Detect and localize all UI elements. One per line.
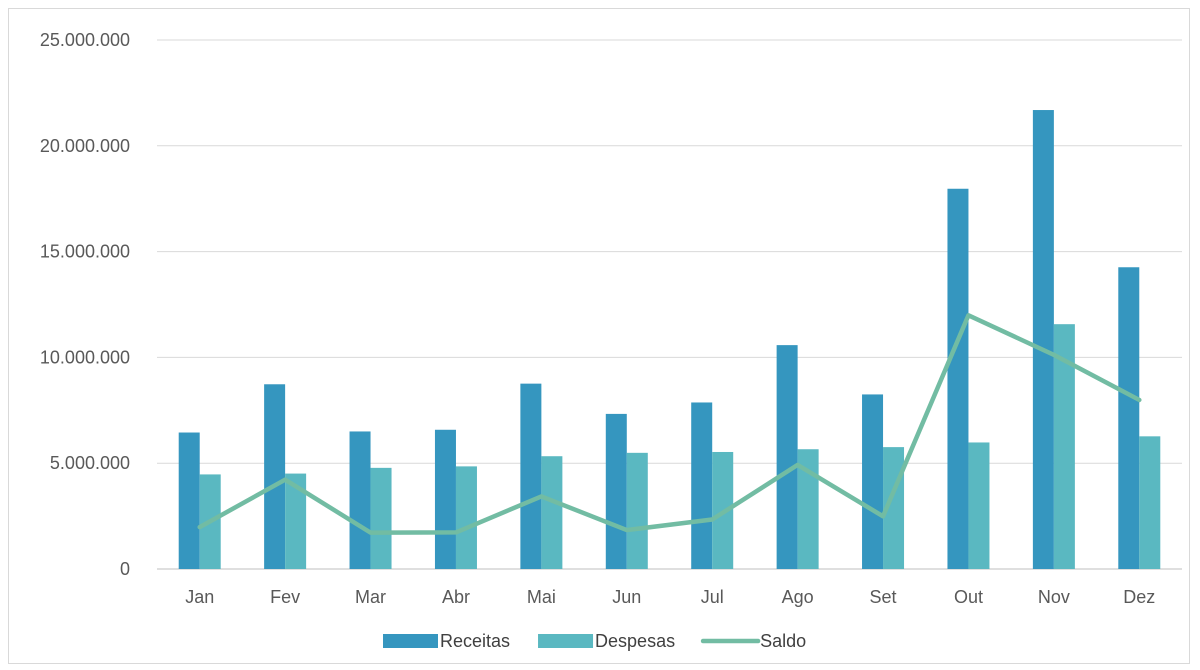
legend: Receitas Despesas Saldo (383, 631, 806, 651)
x-tick-label: Fev (270, 587, 300, 607)
x-tick-label: Ago (782, 587, 814, 607)
bar-receitas-ago (776, 345, 798, 569)
line-series (197, 313, 1142, 535)
x-tick-label: Set (870, 587, 897, 607)
y-tick-label: 20.000.000 (40, 136, 130, 156)
x-axis-tick-labels: Jan Fev Mar Abr Mai Jun Jul Ago Set Out Nov Dez (185, 587, 1155, 607)
bar-receitas-out (947, 188, 969, 569)
bar-receitas-jan (178, 432, 200, 569)
bar-despesas-jun (626, 452, 648, 569)
y-tick-label: 0 (120, 559, 130, 579)
x-tick-label: Dez (1123, 587, 1155, 607)
x-tick-label: Mai (527, 587, 556, 607)
legend-swatch (383, 634, 438, 648)
y-tick-label: 5.000.000 (50, 453, 130, 473)
x-tick-label: Mar (355, 587, 386, 607)
legend-label: Saldo (760, 631, 806, 651)
bar-receitas-mai (520, 383, 542, 569)
bar-despesas-nov (1053, 324, 1075, 569)
x-tick-label: Jan (185, 587, 214, 607)
legend-swatch (538, 634, 594, 648)
legend-item-receitas: Receitas (383, 631, 510, 651)
bar-receitas-mar (349, 431, 371, 569)
bar-series (178, 110, 1161, 569)
x-tick-label: Abr (442, 587, 470, 607)
line-saldo (197, 313, 1142, 535)
legend-item-despesas: Despesas (538, 631, 675, 651)
bar-despesas-mai (541, 456, 563, 569)
y-tick-label: 15.000.000 (40, 242, 130, 262)
x-tick-label: Nov (1038, 587, 1070, 607)
bar-despesas-fev (285, 473, 307, 569)
bar-receitas-nov (1032, 110, 1054, 569)
legend-label: Receitas (440, 631, 510, 651)
bar-receitas-dez (1118, 267, 1140, 569)
x-tick-label: Out (954, 587, 983, 607)
bar-despesas-ago (797, 449, 819, 569)
y-tick-label: 25.000.000 (40, 30, 130, 50)
bar-receitas-jun (605, 413, 627, 569)
bar-receitas-abr (434, 429, 456, 569)
y-axis-tick-labels: 0 5.000.000 10.000.000 15.000.000 20.000.000… (40, 30, 130, 579)
bar-receitas-fev (264, 384, 286, 569)
legend-item-saldo: Saldo (700, 631, 806, 651)
gridlines (157, 39, 1182, 570)
bar-receitas-set (862, 394, 884, 569)
bar-despesas-dez (1139, 436, 1161, 569)
bar-despesas-mar (370, 467, 392, 569)
y-tick-label: 10.000.000 (40, 347, 130, 367)
bar-receitas-jul (691, 402, 713, 569)
x-tick-label: Jun (612, 587, 641, 607)
legend-label: Despesas (595, 631, 675, 651)
bar-despesas-abr (455, 466, 477, 569)
bar-despesas-out (968, 442, 990, 569)
x-tick-label: Jul (701, 587, 724, 607)
